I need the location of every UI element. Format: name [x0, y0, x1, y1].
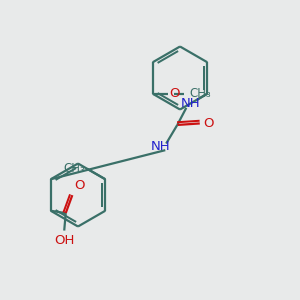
Text: NH: NH	[151, 140, 171, 153]
Text: O: O	[169, 87, 180, 100]
Text: CH₃: CH₃	[189, 87, 211, 100]
Text: OH: OH	[54, 234, 74, 247]
Text: CH₃: CH₃	[63, 162, 85, 175]
Text: O: O	[75, 179, 85, 192]
Text: NH: NH	[181, 97, 201, 110]
Text: O: O	[203, 117, 214, 130]
